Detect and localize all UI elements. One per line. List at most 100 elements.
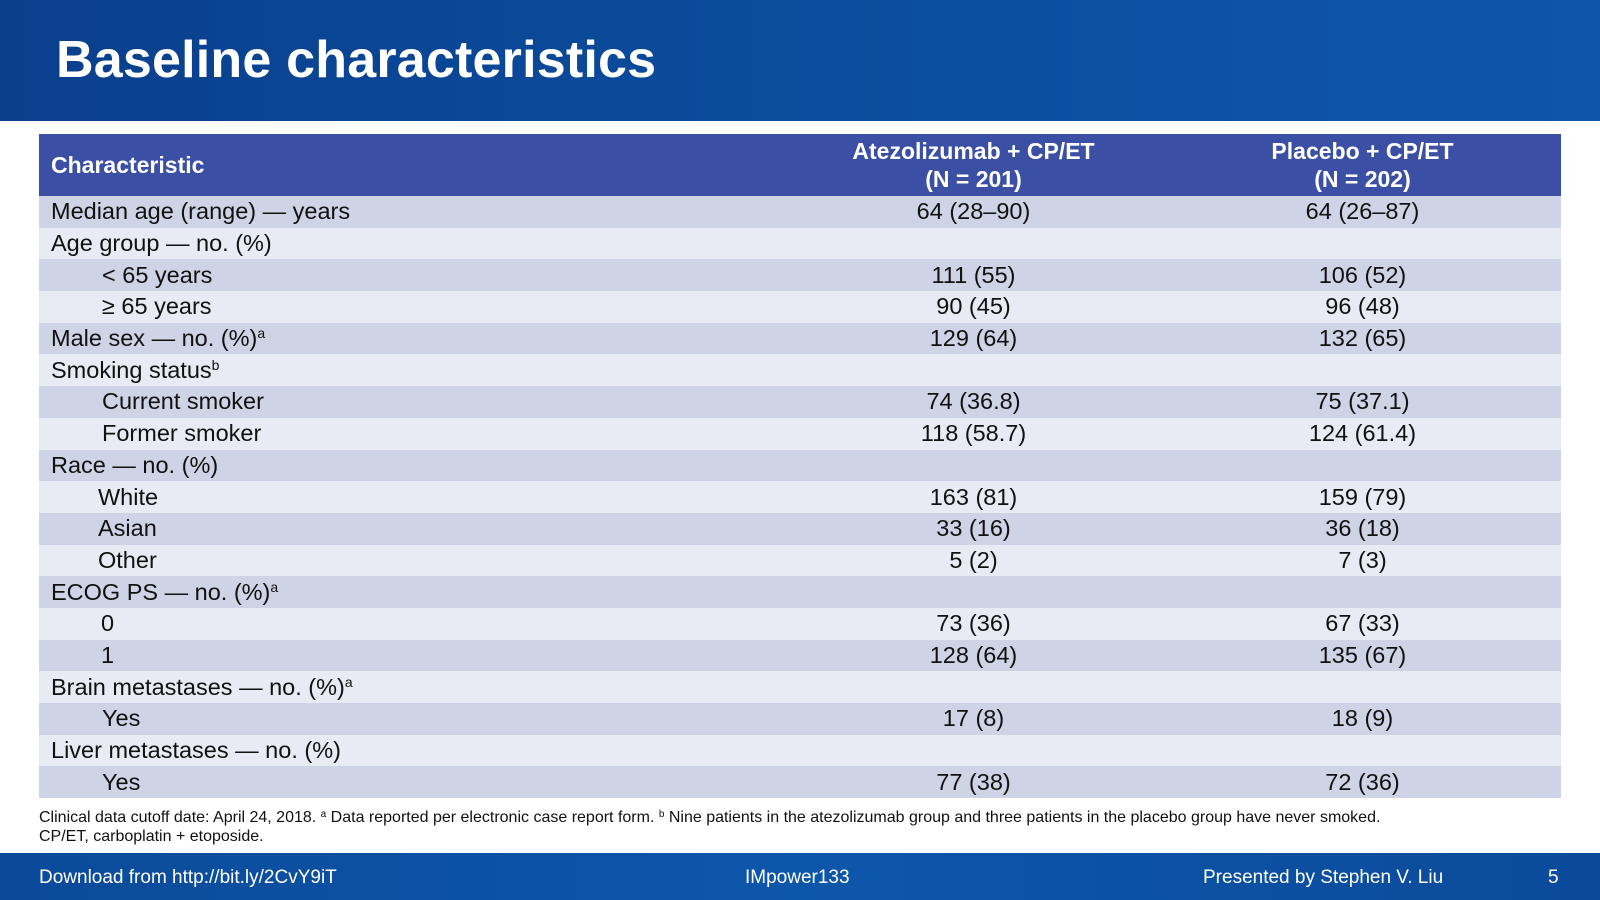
table-row: 0 73 (36) 67 (33) <box>39 607 1561 640</box>
characteristic-label: Yes <box>102 705 141 732</box>
table-row: ECOG PS — no. (%)a <box>39 576 1561 608</box>
table-row: Other 5 (2) 7 (3) <box>39 544 1561 577</box>
characteristic-cell: Liver metastases — no. (%) <box>39 734 783 767</box>
table-row: Asian 33 (16) 36 (18) <box>39 512 1561 545</box>
characteristic-cell: Smoking statusb <box>39 354 783 387</box>
baseline-table-container: Characteristic Atezolizumab + CP/ET (N =… <box>39 134 1561 799</box>
study-name: IMpower133 <box>745 867 850 888</box>
characteristic-cell: Median age (range) — years <box>39 196 783 228</box>
footnote-marker-b: b <box>658 809 665 820</box>
characteristic-label: Male sex — no. (%) <box>51 325 258 352</box>
table-body: Median age (range) — years 64 (28–90) 64 (… <box>39 196 1561 799</box>
footnote-marker: a <box>270 578 279 595</box>
placebo-value <box>1164 576 1561 608</box>
placebo-value: 132 (65) <box>1164 322 1561 355</box>
header-placebo-arm: Placebo + CP/ET (N = 202) <box>1164 134 1561 196</box>
header-atezolizumab-name: Atezolizumab + CP/ET <box>852 138 1095 164</box>
characteristic-cell: Brain metastases — no. (%)a <box>39 671 783 703</box>
characteristic-cell: Yes <box>39 766 783 799</box>
table-row: Former smoker 118 (58.7) 124 (61.4) <box>39 417 1561 450</box>
placebo-value <box>1164 671 1561 703</box>
characteristic-label: 0 <box>101 610 115 637</box>
characteristic-label: Other <box>98 546 157 573</box>
characteristic-label: Liver metastases — no. (%) <box>51 737 341 764</box>
footnote-marker-a: a <box>320 809 327 820</box>
footnote-a-text: Data reported per electronic case report… <box>326 809 659 826</box>
characteristic-label: Smoking status <box>51 356 212 383</box>
atezolizumab-value: 74 (36.8) <box>783 386 1164 418</box>
table-row: Yes 17 (8) 18 (9) <box>39 703 1561 735</box>
table-row: White 163 (81) 159 (79) <box>39 481 1561 513</box>
atezolizumab-value: 90 (45) <box>783 291 1164 323</box>
characteristic-label: Race — no. (%) <box>51 451 219 478</box>
placebo-value: 7 (3) <box>1164 544 1561 577</box>
characteristic-label: Asian <box>98 515 157 542</box>
placebo-value: 159 (79) <box>1164 481 1561 513</box>
characteristic-label: 1 <box>101 641 115 668</box>
atezolizumab-value: 73 (36) <box>783 607 1164 640</box>
characteristic-cell: White <box>39 481 783 513</box>
slide-footer: Download from http://bit.ly/2CvY9iT IMpo… <box>0 853 1600 900</box>
atezolizumab-value <box>783 671 1164 703</box>
footnote-b-text: Nine patients in the atezolizumab group … <box>664 809 1381 826</box>
placebo-value <box>1164 449 1561 482</box>
header-placebo-name: Placebo + CP/ET <box>1271 138 1454 164</box>
presenter-credit: Presented by Stephen V. Liu <box>1203 867 1444 888</box>
characteristic-cell: < 65 years <box>39 259 783 292</box>
header-atezolizumab-n: (N = 201) <box>925 166 1022 192</box>
characteristic-cell: Former smoker <box>39 417 783 450</box>
characteristic-cell: Yes <box>39 703 783 735</box>
slide-header: Baseline characteristics <box>0 0 1600 121</box>
characteristic-cell: Asian <box>39 512 783 545</box>
footnote-marker: b <box>211 356 220 373</box>
placebo-value: 106 (52) <box>1164 259 1561 292</box>
atezolizumab-value: 64 (28–90) <box>783 196 1164 228</box>
characteristic-label: < 65 years <box>102 261 213 288</box>
slide-title: Baseline characteristics <box>56 31 657 89</box>
characteristic-cell: Race — no. (%) <box>39 449 783 482</box>
footnote-line-2: CP/ET, carboplatin + etoposide. <box>39 828 264 845</box>
characteristic-cell: 1 <box>39 639 783 672</box>
table-row: Male sex — no. (%)a 129 (64) 132 (65) <box>39 322 1561 355</box>
atezolizumab-value: 17 (8) <box>783 703 1164 735</box>
placebo-value <box>1164 734 1561 767</box>
placebo-value: 124 (61.4) <box>1164 417 1561 450</box>
baseline-table: Characteristic Atezolizumab + CP/ET (N =… <box>39 134 1561 799</box>
table-header: Characteristic Atezolizumab + CP/ET (N =… <box>39 134 1561 196</box>
table-row: < 65 years 111 (55) 106 (52) <box>39 259 1561 292</box>
atezolizumab-value: 163 (81) <box>783 481 1164 513</box>
atezolizumab-value <box>783 227 1164 260</box>
atezolizumab-value <box>783 734 1164 767</box>
table-row: Liver metastases — no. (%) <box>39 734 1561 767</box>
footnote-marker: a <box>257 325 266 342</box>
atezolizumab-value: 77 (38) <box>783 766 1164 799</box>
table-row: Age group — no. (%) <box>39 227 1561 260</box>
atezolizumab-value <box>783 449 1164 482</box>
table-row: 1 128 (64) 135 (67) <box>39 639 1561 672</box>
footnote-marker: a <box>344 673 353 690</box>
placebo-value: 135 (67) <box>1164 639 1561 672</box>
download-link[interactable]: Download from http://bit.ly/2CvY9iT <box>39 867 337 888</box>
characteristic-cell: Current smoker <box>39 386 783 418</box>
atezolizumab-value: 118 (58.7) <box>783 417 1164 450</box>
table-row: ≥ 65 years 90 (45) 96 (48) <box>39 291 1561 323</box>
characteristic-cell: ≥ 65 years <box>39 291 783 323</box>
characteristic-label: ≥ 65 years <box>102 293 212 320</box>
characteristic-label: ECOG PS — no. (%) <box>51 578 271 605</box>
page-number: 5 <box>1548 867 1559 888</box>
atezolizumab-value: 128 (64) <box>783 639 1164 672</box>
atezolizumab-value: 111 (55) <box>783 259 1164 292</box>
characteristic-label: White <box>98 483 159 510</box>
atezolizumab-value: 33 (16) <box>783 512 1164 545</box>
table-row: Race — no. (%) <box>39 449 1561 482</box>
footnote-cutoff: Clinical data cutoff date: April 24, 201… <box>39 809 321 826</box>
characteristic-label: Former smoker <box>102 420 262 447</box>
placebo-value: 67 (33) <box>1164 607 1561 640</box>
atezolizumab-value: 129 (64) <box>783 322 1164 355</box>
characteristic-cell: 0 <box>39 607 783 640</box>
table-row: Smoking statusb <box>39 354 1561 387</box>
characteristic-cell: ECOG PS — no. (%)a <box>39 576 783 608</box>
footnote-line-1: Clinical data cutoff date: April 24, 201… <box>39 808 1569 827</box>
header-atezolizumab-arm: Atezolizumab + CP/ET (N = 201) <box>783 134 1164 196</box>
placebo-value: 18 (9) <box>1164 703 1561 735</box>
